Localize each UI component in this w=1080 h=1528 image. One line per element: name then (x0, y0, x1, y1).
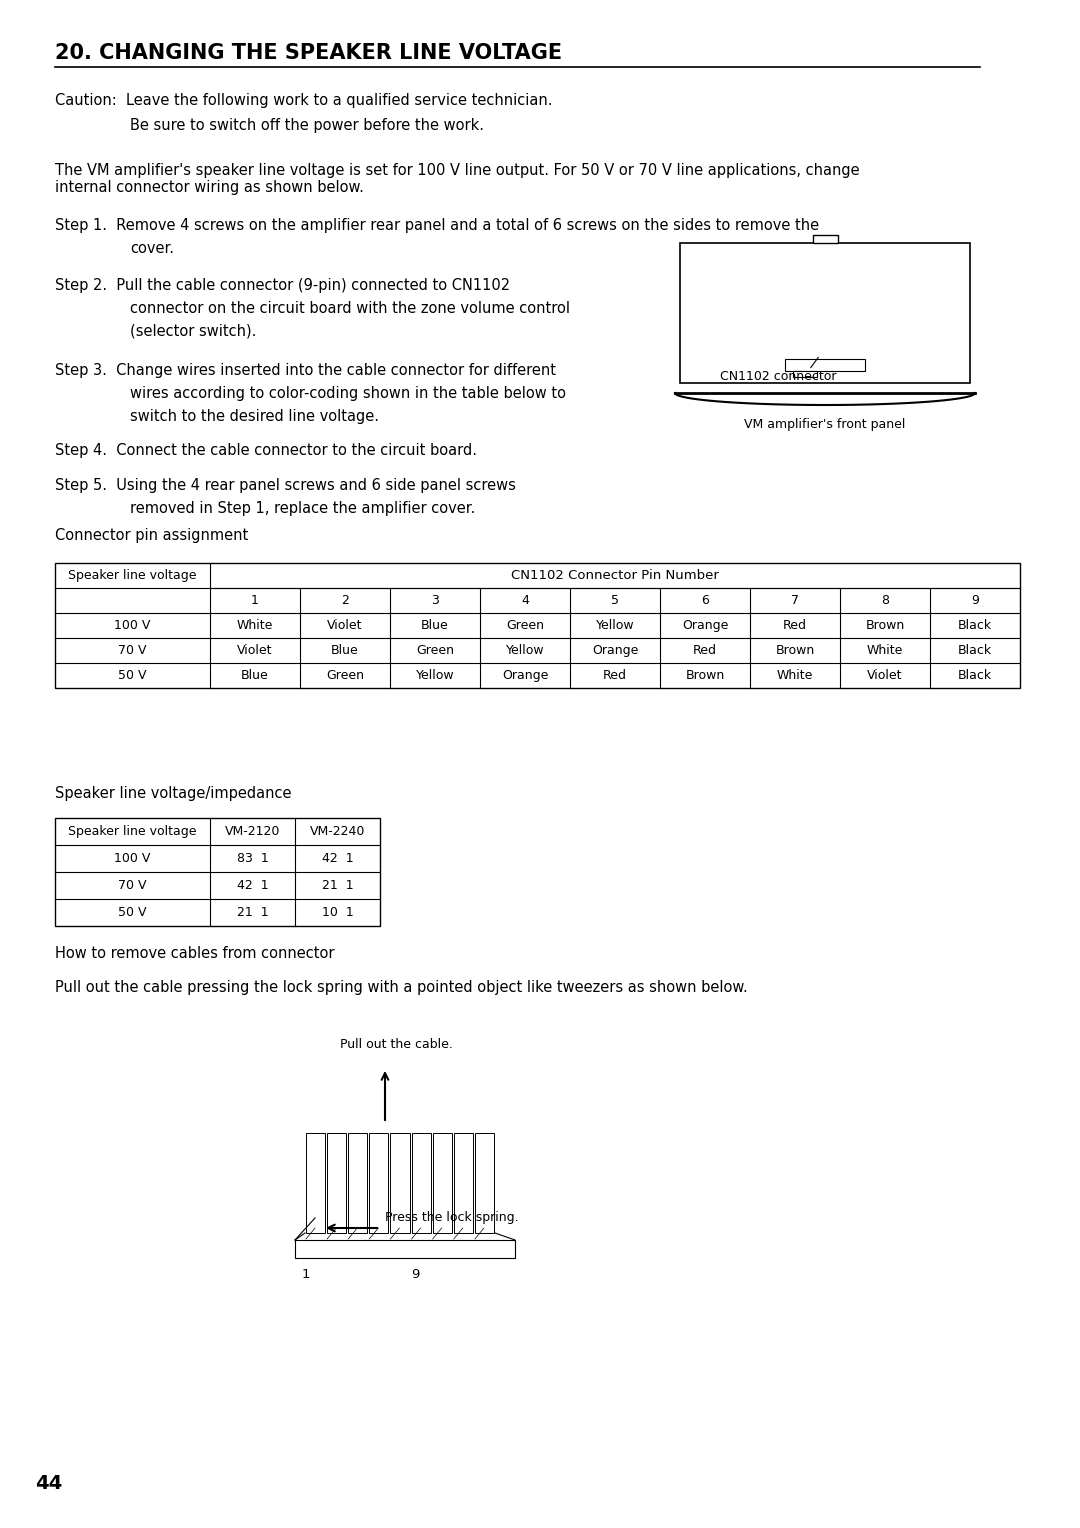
Text: 9: 9 (410, 1268, 419, 1280)
Text: How to remove cables from connector: How to remove cables from connector (55, 946, 335, 961)
Text: 42  1: 42 1 (322, 853, 353, 865)
Text: Green: Green (416, 643, 454, 657)
Text: 7: 7 (791, 594, 799, 607)
Text: 2: 2 (341, 594, 349, 607)
Bar (348, 1132, 367, 1233)
Text: Yellow: Yellow (416, 669, 455, 681)
Bar (785, 359, 865, 371)
Text: 10  1: 10 1 (322, 906, 353, 918)
Text: Be sure to switch off the power before the work.: Be sure to switch off the power before t… (130, 118, 484, 133)
Text: 42  1: 42 1 (237, 879, 268, 892)
Text: 83  1: 83 1 (237, 853, 268, 865)
Bar (475, 1132, 494, 1233)
Text: Orange: Orange (592, 643, 638, 657)
Text: Connector pin assignment: Connector pin assignment (55, 529, 248, 542)
Text: 21  1: 21 1 (322, 879, 353, 892)
Text: 100 V: 100 V (114, 619, 151, 633)
Text: 50 V: 50 V (118, 906, 147, 918)
Text: Red: Red (783, 619, 807, 633)
Text: 1: 1 (251, 594, 259, 607)
Bar (55, 562, 1020, 688)
Text: Brown: Brown (775, 643, 814, 657)
Text: Violet: Violet (327, 619, 363, 633)
Text: White: White (777, 669, 813, 681)
Text: Red: Red (693, 643, 717, 657)
Text: Yellow: Yellow (505, 643, 544, 657)
Text: CN1102 connector: CN1102 connector (720, 370, 837, 384)
Text: cover.: cover. (130, 241, 174, 257)
Text: White: White (237, 619, 273, 633)
Text: 6: 6 (701, 594, 708, 607)
Text: Black: Black (958, 619, 993, 633)
Text: Yellow: Yellow (596, 619, 634, 633)
Text: 21  1: 21 1 (237, 906, 268, 918)
Bar (369, 1132, 389, 1233)
Text: Blue: Blue (241, 669, 269, 681)
Text: connector on the circuit board with the zone volume control: connector on the circuit board with the … (130, 301, 570, 316)
Bar (306, 1132, 325, 1233)
Bar (812, 235, 837, 243)
Text: 1: 1 (301, 1268, 310, 1280)
Text: Pull out the cable.: Pull out the cable. (340, 1038, 453, 1051)
Text: Step 4.  Connect the cable connector to the circuit board.: Step 4. Connect the cable connector to t… (55, 443, 477, 458)
Text: Speaker line voltage/impedance: Speaker line voltage/impedance (55, 785, 292, 801)
Text: Black: Black (958, 643, 993, 657)
Text: switch to the desired line voltage.: switch to the desired line voltage. (130, 410, 379, 423)
Bar (295, 1241, 515, 1258)
Bar (793, 371, 816, 377)
Bar (433, 1132, 451, 1233)
Text: Orange: Orange (681, 619, 728, 633)
Text: Green: Green (326, 669, 364, 681)
Text: Step 3.  Change wires inserted into the cable connector for different: Step 3. Change wires inserted into the c… (55, 364, 556, 377)
Bar (55, 817, 380, 926)
Text: VM-2240: VM-2240 (310, 825, 365, 837)
Bar (391, 1132, 409, 1233)
Bar (680, 243, 970, 384)
Bar (327, 1132, 347, 1233)
Bar (454, 1132, 473, 1233)
Text: Blue: Blue (421, 619, 449, 633)
Text: wires according to color-coding shown in the table below to: wires according to color-coding shown in… (130, 387, 566, 400)
Text: 9: 9 (971, 594, 978, 607)
Text: White: White (867, 643, 903, 657)
Text: 4: 4 (521, 594, 529, 607)
Text: Black: Black (958, 669, 993, 681)
Text: Press the lock spring.: Press the lock spring. (384, 1212, 518, 1224)
Text: Blue: Blue (332, 643, 359, 657)
Text: Pull out the cable pressing the lock spring with a pointed object like tweezers : Pull out the cable pressing the lock spr… (55, 979, 747, 995)
Text: Step 5.  Using the 4 rear panel screws and 6 side panel screws: Step 5. Using the 4 rear panel screws an… (55, 478, 516, 494)
Text: Step 2.  Pull the cable connector (9-pin) connected to CN1102: Step 2. Pull the cable connector (9-pin)… (55, 278, 510, 293)
Text: Step 1.  Remove 4 screws on the amplifier rear panel and a total of 6 screws on : Step 1. Remove 4 screws on the amplifier… (55, 219, 819, 232)
Text: 70 V: 70 V (118, 879, 147, 892)
Text: 44: 44 (35, 1475, 63, 1493)
Text: Brown: Brown (865, 619, 905, 633)
Text: removed in Step 1, replace the amplifier cover.: removed in Step 1, replace the amplifier… (130, 501, 475, 516)
Text: CN1102 Connector Pin Number: CN1102 Connector Pin Number (511, 568, 719, 582)
Text: (selector switch).: (selector switch). (130, 324, 256, 339)
Text: Red: Red (603, 669, 627, 681)
Text: Green: Green (507, 619, 544, 633)
Text: Brown: Brown (686, 669, 725, 681)
Text: 5: 5 (611, 594, 619, 607)
Text: VM amplifier's front panel: VM amplifier's front panel (744, 419, 906, 431)
Text: Orange: Orange (502, 669, 549, 681)
Text: 50 V: 50 V (118, 669, 147, 681)
Text: 70 V: 70 V (118, 643, 147, 657)
Bar (411, 1132, 431, 1233)
Text: 20. CHANGING THE SPEAKER LINE VOLTAGE: 20. CHANGING THE SPEAKER LINE VOLTAGE (55, 43, 562, 63)
Text: 3: 3 (431, 594, 438, 607)
Text: Speaker line voltage: Speaker line voltage (68, 568, 197, 582)
Text: Caution:  Leave the following work to a qualified service technician.: Caution: Leave the following work to a q… (55, 93, 553, 108)
Text: VM-2120: VM-2120 (225, 825, 280, 837)
Text: Speaker line voltage: Speaker line voltage (68, 825, 197, 837)
Text: 100 V: 100 V (114, 853, 151, 865)
Text: Violet: Violet (238, 643, 273, 657)
Text: The VM amplifier's speaker line voltage is set for 100 V line output. For 50 V o: The VM amplifier's speaker line voltage … (55, 163, 860, 196)
Text: 8: 8 (881, 594, 889, 607)
Text: Violet: Violet (867, 669, 903, 681)
